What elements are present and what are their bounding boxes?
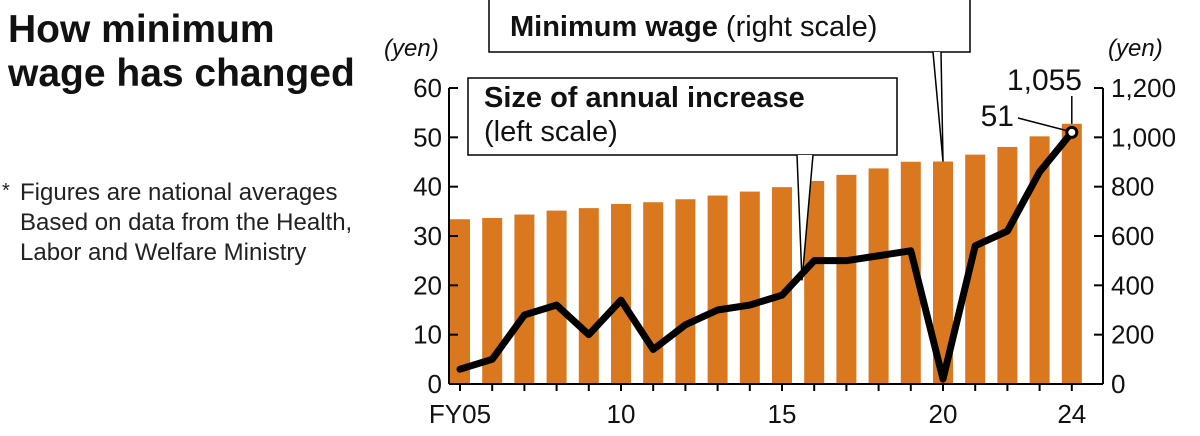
bar-18: [868, 168, 889, 384]
line-callout-bold: Size of annual increase: [484, 82, 805, 114]
bar-20: [933, 161, 953, 384]
left-tick-label: 50: [413, 122, 442, 152]
right-tick-label: 400: [1111, 270, 1154, 300]
left-axis-unit: (yen): [384, 35, 439, 62]
last-point-leader: [1017, 117, 1066, 132]
bar-callout-normal: (right scale): [726, 11, 878, 43]
bar-FY05: [450, 219, 470, 384]
x-tick-label: FY05: [429, 399, 491, 429]
bar-24: [1061, 123, 1082, 385]
line-callout-normal: (left scale): [484, 116, 618, 148]
bar-callout-pointer: [932, 51, 944, 162]
increase-line: [456, 128, 1076, 383]
left-tick-label: 0: [428, 369, 442, 399]
bar-10: [611, 203, 631, 384]
x-tick-label: 15: [768, 399, 797, 429]
x-tick-label: 20: [929, 399, 958, 429]
bar-06: [482, 217, 503, 384]
bar-07: [514, 214, 535, 384]
bar-11: [643, 202, 664, 384]
bar-14: [739, 191, 760, 384]
bar-callout-box: [488, 0, 971, 53]
bar-13: [707, 195, 728, 384]
bar-22: [997, 146, 1018, 384]
bar-09: [578, 208, 599, 384]
right-tick-label: 1,200: [1111, 73, 1176, 103]
bar-17: [836, 174, 857, 384]
bar-callout-bold: Minimum wage: [510, 11, 726, 43]
right-tick-label: 0: [1111, 369, 1125, 399]
bar-19: [900, 161, 921, 384]
bar-08: [546, 210, 567, 384]
bar-15: [772, 187, 792, 384]
source-note: * Figures are national averages Based on…: [2, 178, 382, 268]
note-text: Figures are national averages Based on d…: [20, 179, 353, 266]
note-marker: *: [2, 180, 10, 202]
right-tick-label: 200: [1111, 320, 1154, 350]
bar-16: [804, 180, 825, 384]
bar-callout-text: Minimum wage (right scale): [510, 11, 877, 43]
left-tick-label: 10: [413, 320, 442, 350]
right-axis-unit: (yen): [1108, 35, 1163, 62]
bar-12: [675, 199, 696, 384]
left-tick-label: 30: [413, 221, 442, 251]
x-tick-label: 10: [607, 399, 636, 429]
x-tick-label: 24: [1057, 399, 1086, 429]
right-tick-label: 600: [1111, 221, 1154, 251]
left-tick-label: 40: [413, 172, 442, 202]
right-tick-label: 1,000: [1111, 122, 1176, 152]
right-tick-label: 800: [1111, 172, 1154, 202]
bar-21: [965, 154, 986, 384]
bar-23: [1029, 136, 1050, 384]
chart-title: How minimum wage has changed: [8, 8, 355, 95]
last-point-marker: [1065, 125, 1079, 139]
left-tick-label: 20: [413, 270, 442, 300]
left-tick-label: 60: [413, 73, 442, 103]
line-callout-pointer: [796, 154, 814, 281]
last-bar-label: 1,055: [1007, 64, 1082, 97]
last-point-label: 51: [981, 100, 1014, 133]
line-callout-box: [467, 77, 898, 156]
